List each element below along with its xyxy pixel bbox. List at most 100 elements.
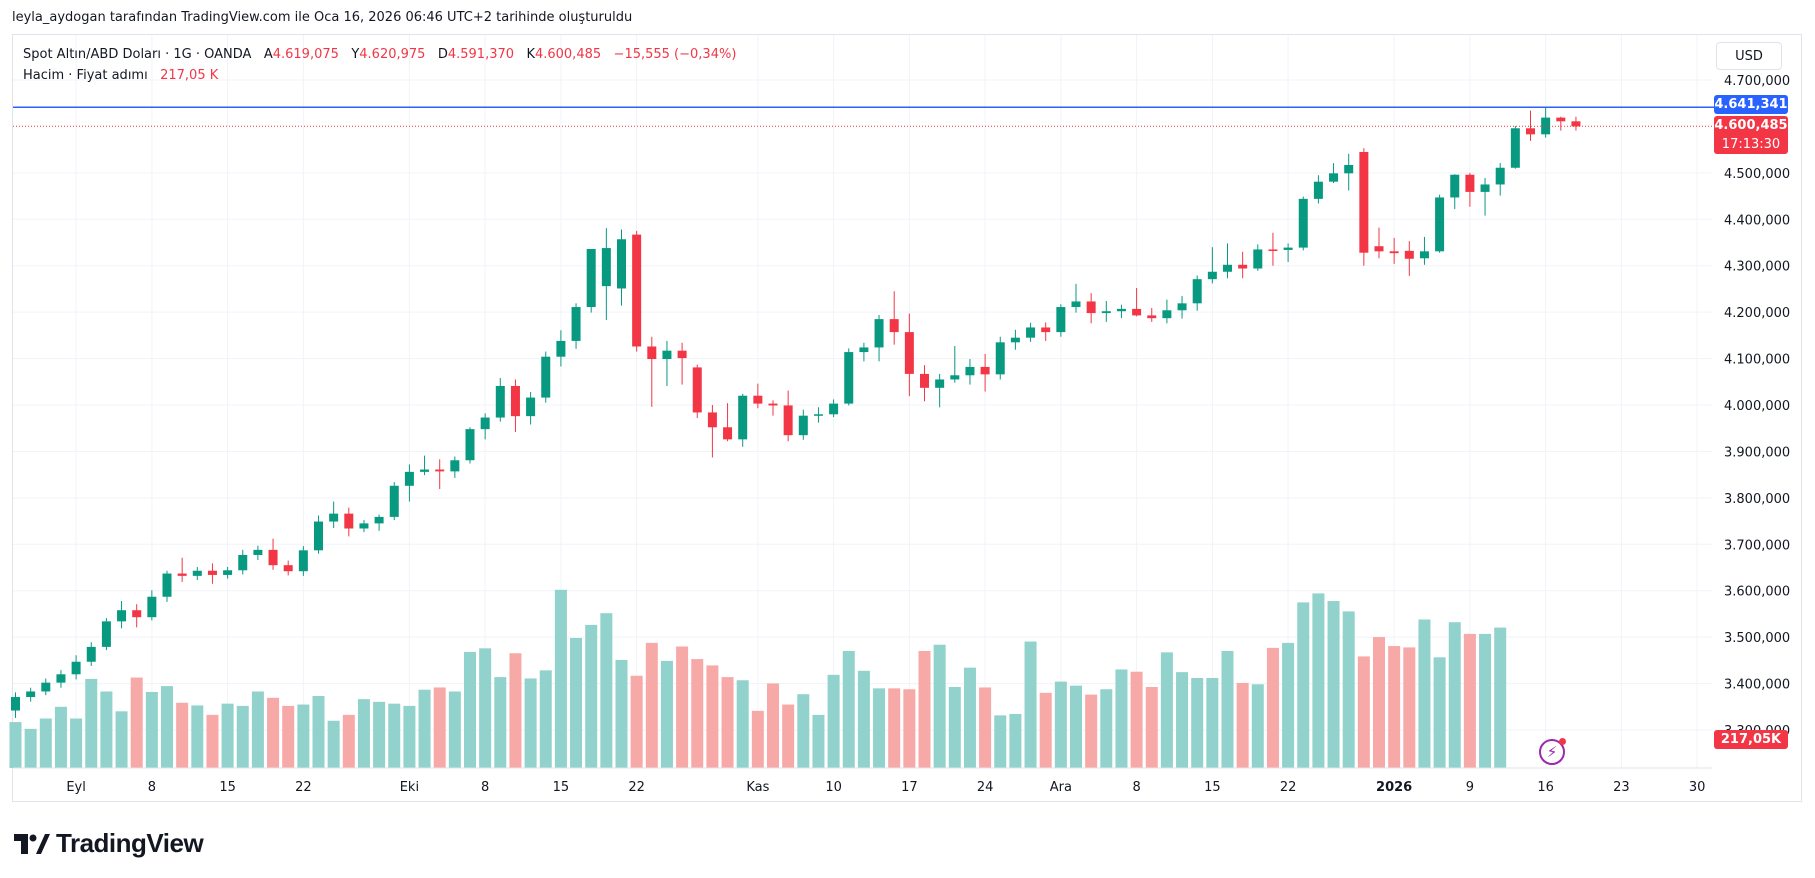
candle	[71, 655, 81, 680]
candle	[829, 399, 839, 418]
candle-body	[41, 682, 51, 692]
candle-body	[1192, 279, 1202, 304]
symbol-title[interactable]: Spot Altın/ABD Doları · 1G · OANDA	[23, 47, 252, 62]
volume-bar	[509, 653, 522, 768]
time-tick-label: 10	[825, 780, 842, 795]
last-price-tag: 4.600,485 17:13:30	[1714, 116, 1788, 154]
volume-bar	[1297, 602, 1310, 768]
volume-bar	[1418, 619, 1431, 768]
volume-bar	[903, 689, 916, 768]
currency-selector[interactable]: USD	[1716, 42, 1782, 70]
price-axis: 4.700,000 4.500,000 4.400,000 4.300,000 4.20…	[1724, 74, 1790, 739]
price-tick-label: 3.800,000	[1724, 492, 1790, 507]
candle	[1147, 307, 1157, 322]
candle-body	[207, 570, 217, 575]
time-tick-label: 16	[1537, 780, 1554, 795]
tradingview-logo[interactable]: TradingView	[14, 828, 204, 859]
volume-bar	[418, 689, 431, 768]
volume-bar	[1448, 622, 1461, 768]
candle	[995, 336, 1005, 380]
price-tick-label: 3.400,000	[1724, 678, 1790, 693]
volume-bar	[994, 715, 1007, 768]
candle-body	[56, 674, 66, 683]
candle-body	[1283, 247, 1293, 250]
candle	[571, 303, 581, 349]
candle	[404, 464, 414, 502]
time-tick-label: 8	[148, 780, 156, 795]
candle	[541, 351, 551, 403]
volume-bar	[403, 705, 416, 768]
candle-body	[874, 319, 884, 348]
alert-bolt-button[interactable]: ⚡	[1539, 738, 1566, 765]
volume-bar	[933, 644, 946, 768]
candle	[783, 390, 793, 442]
candle	[1253, 244, 1263, 271]
candle	[147, 590, 157, 621]
candle-body	[707, 412, 717, 428]
candle-body	[677, 350, 687, 359]
candle	[1238, 251, 1248, 279]
candle	[753, 383, 763, 409]
volume-label[interactable]: Hacim · Fiyat adımı	[23, 68, 148, 83]
candle	[177, 557, 187, 582]
candle-body	[1162, 310, 1172, 319]
candle-body	[1238, 264, 1248, 269]
candle-body	[1556, 117, 1566, 122]
volume-bar	[85, 678, 98, 768]
candle-body	[526, 397, 536, 417]
time-tick-label: 15	[219, 780, 236, 795]
high-value: 4.620,975	[359, 47, 426, 62]
candle-body	[1359, 151, 1369, 253]
candle-body	[950, 375, 960, 380]
volume-bar	[70, 718, 83, 768]
candle-body	[314, 521, 323, 551]
candle	[1132, 288, 1142, 317]
candle-body	[26, 691, 36, 698]
volume-bar	[312, 696, 325, 768]
chart-frame[interactable]	[12, 34, 1802, 802]
candle	[1192, 275, 1202, 311]
candle	[1465, 172, 1475, 207]
candle-body	[1101, 311, 1111, 314]
candle	[889, 291, 899, 345]
close-value: 4.600,485	[534, 47, 602, 62]
candle	[1450, 174, 1460, 210]
candle-body	[1132, 308, 1142, 316]
candle-body	[1450, 174, 1460, 198]
candle-body	[692, 367, 702, 413]
chart-attribution: leyla_aydogan tarafından TradingView.com…	[12, 10, 633, 25]
candle-body	[1207, 271, 1217, 280]
candle	[298, 546, 308, 576]
candle	[56, 670, 66, 688]
volume-bar	[433, 687, 446, 768]
volume-row: Hacim · Fiyat adımı 217,05 K	[23, 65, 736, 86]
candle	[723, 403, 733, 442]
candle	[420, 455, 430, 476]
candle	[1526, 110, 1535, 141]
volume-bar	[357, 699, 370, 768]
time-tick-label: 30	[1689, 780, 1706, 795]
volume-bar	[1479, 633, 1492, 768]
candle	[117, 600, 127, 629]
candle-body	[859, 347, 869, 353]
candle-body	[571, 307, 581, 341]
candle	[1026, 322, 1036, 342]
candle	[480, 413, 490, 440]
candle	[1313, 175, 1323, 204]
volume-bar	[464, 651, 476, 768]
candle	[86, 642, 96, 666]
candle	[707, 405, 717, 458]
candle-body	[404, 471, 414, 486]
candle-body	[510, 385, 520, 417]
price-tick-label: 3.500,000	[1724, 631, 1790, 646]
volume-bar	[1009, 714, 1022, 768]
candle-body	[1253, 249, 1263, 269]
candle-body	[147, 596, 157, 618]
candle-body	[617, 239, 626, 289]
candle	[1374, 227, 1384, 259]
candle	[41, 678, 51, 696]
candle	[450, 456, 460, 478]
candle-body	[435, 469, 445, 472]
candle-body	[980, 366, 990, 375]
